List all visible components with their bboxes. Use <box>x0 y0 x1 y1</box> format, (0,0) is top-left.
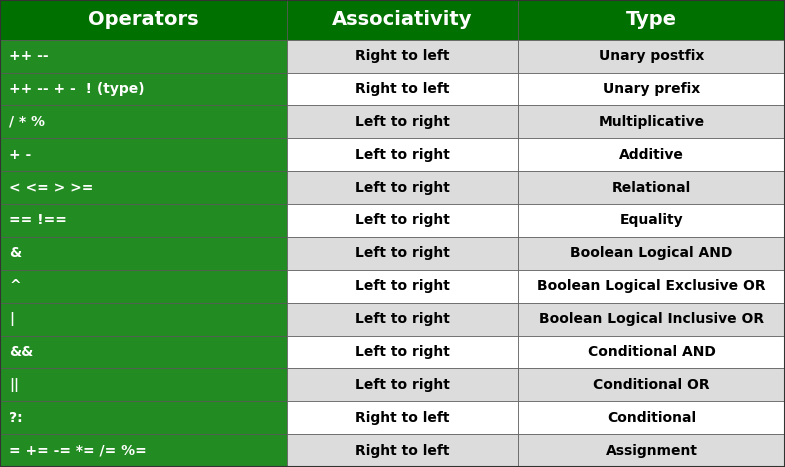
Bar <box>0 106 287 138</box>
Text: &&: && <box>9 345 34 359</box>
Text: Left to right: Left to right <box>355 181 450 195</box>
Text: Assignment: Assignment <box>605 444 698 458</box>
Bar <box>518 270 785 303</box>
Text: ?:: ?: <box>9 410 23 425</box>
Bar <box>0 40 287 72</box>
Bar <box>0 434 287 467</box>
Text: == !==: == !== <box>9 213 68 227</box>
Text: / * %: / * % <box>9 115 46 129</box>
Bar <box>0 401 287 434</box>
Bar <box>518 72 785 106</box>
Text: Unary postfix: Unary postfix <box>599 49 704 63</box>
Text: Associativity: Associativity <box>332 10 473 29</box>
Text: Boolean Logical Inclusive OR: Boolean Logical Inclusive OR <box>539 312 764 326</box>
Bar <box>287 434 518 467</box>
Bar <box>518 237 785 270</box>
Bar <box>0 0 287 40</box>
Bar <box>287 72 518 106</box>
Bar <box>287 368 518 401</box>
Text: ++ -- + -  ! (type): ++ -- + - ! (type) <box>9 82 145 96</box>
Text: Boolean Logical AND: Boolean Logical AND <box>571 247 732 260</box>
Text: ||: || <box>9 378 20 392</box>
Bar <box>0 72 287 106</box>
Bar <box>0 270 287 303</box>
Text: Unary prefix: Unary prefix <box>603 82 700 96</box>
Text: Equality: Equality <box>619 213 684 227</box>
Bar <box>287 401 518 434</box>
Bar <box>518 138 785 171</box>
Text: Left to right: Left to right <box>355 378 450 392</box>
Bar <box>0 368 287 401</box>
Text: Left to right: Left to right <box>355 247 450 260</box>
Bar <box>0 204 287 237</box>
Bar <box>518 204 785 237</box>
Text: + -: + - <box>9 148 31 162</box>
Text: |: | <box>9 312 14 326</box>
Text: Multiplicative: Multiplicative <box>598 115 705 129</box>
Text: Additive: Additive <box>619 148 684 162</box>
Text: Left to right: Left to right <box>355 213 450 227</box>
Text: Left to right: Left to right <box>355 115 450 129</box>
Text: Relational: Relational <box>612 181 691 195</box>
Text: Boolean Logical Exclusive OR: Boolean Logical Exclusive OR <box>537 279 766 293</box>
Text: ^: ^ <box>9 279 21 293</box>
Text: Conditional: Conditional <box>607 410 696 425</box>
Bar <box>287 204 518 237</box>
Bar <box>518 368 785 401</box>
Bar <box>0 237 287 270</box>
Bar <box>0 335 287 368</box>
Bar <box>287 0 518 40</box>
Text: Operators: Operators <box>88 10 199 29</box>
Bar <box>518 401 785 434</box>
Bar <box>287 303 518 335</box>
Text: Right to left: Right to left <box>355 410 450 425</box>
Bar <box>518 171 785 204</box>
Text: Conditional AND: Conditional AND <box>588 345 715 359</box>
Text: &: & <box>9 247 21 260</box>
Bar <box>518 335 785 368</box>
Bar <box>287 270 518 303</box>
Text: < <= > >=: < <= > >= <box>9 181 93 195</box>
Text: Left to right: Left to right <box>355 312 450 326</box>
Text: Right to left: Right to left <box>355 49 450 63</box>
Bar <box>0 171 287 204</box>
Bar <box>0 303 287 335</box>
Bar <box>287 237 518 270</box>
Bar <box>0 138 287 171</box>
Text: ++ --: ++ -- <box>9 49 49 63</box>
Bar <box>287 106 518 138</box>
Bar <box>518 40 785 72</box>
Bar <box>518 106 785 138</box>
Bar <box>518 0 785 40</box>
Text: Conditional OR: Conditional OR <box>593 378 710 392</box>
Text: Left to right: Left to right <box>355 345 450 359</box>
Text: Right to left: Right to left <box>355 444 450 458</box>
Bar <box>287 335 518 368</box>
Text: Type: Type <box>626 10 677 29</box>
Bar <box>287 138 518 171</box>
Bar <box>518 434 785 467</box>
Bar <box>287 171 518 204</box>
Text: Right to left: Right to left <box>355 82 450 96</box>
Text: = += -= *= /= %=: = += -= *= /= %= <box>9 444 147 458</box>
Text: Left to right: Left to right <box>355 279 450 293</box>
Bar <box>287 40 518 72</box>
Text: Left to right: Left to right <box>355 148 450 162</box>
Bar <box>518 303 785 335</box>
